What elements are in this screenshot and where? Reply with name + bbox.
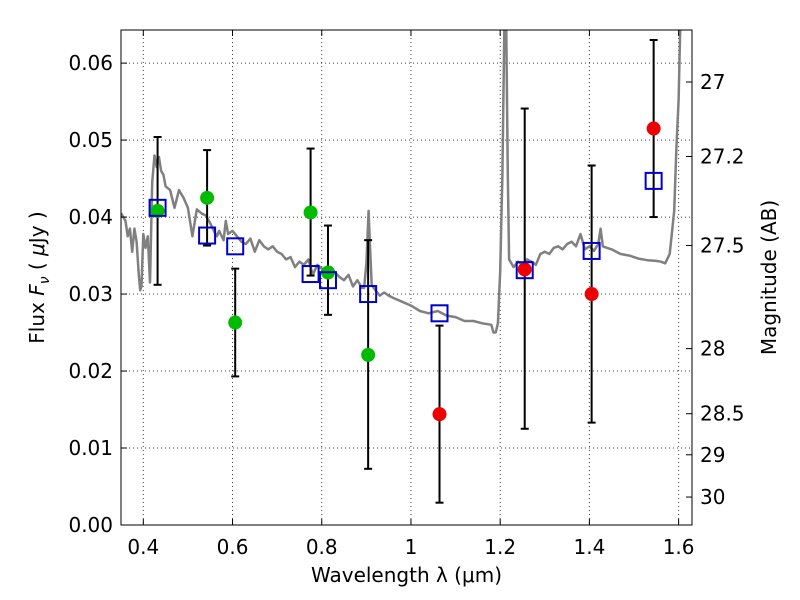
plot-frame [120,29,693,526]
y-tick-label: 0.01 [68,436,113,460]
y-tick-label: 0.06 [68,51,113,75]
data-point [646,121,661,136]
x-tick-label: 1.6 [663,535,695,559]
y2-tick-label: 28.5 [700,402,745,426]
model-point [359,285,378,304]
y-axis-title-part: F [25,284,49,296]
data-point [517,262,532,277]
model-point [226,237,245,256]
y-axis-title-part: μ [25,243,49,257]
error-bars [153,39,658,504]
y-axis-title-part: ( [25,256,49,277]
y-tick-label: 0.02 [68,359,113,383]
x-tick-label: 1 [405,535,418,559]
model-point [644,171,663,190]
data-point [150,203,165,218]
y-axis-title-part: Flux [25,296,49,344]
y-axis-title: Flux Fν ( μJy ) [25,211,53,343]
model-point [582,241,601,260]
y2-tick-label: 28 [700,337,725,361]
x-tick-label: 0.4 [127,535,159,559]
y2-tick-label: 27.5 [700,233,745,257]
y2-tick-label: 27.2 [700,145,745,169]
x-axis-title: Wavelength λ (μm) [311,563,502,587]
ticks [121,30,692,526]
y2-tick-label: 29 [700,443,725,467]
y-axis-title-part: Jy ) [25,211,49,245]
data-point [303,205,318,220]
data-point [432,407,447,422]
model-point [148,198,167,217]
spectrum-line [121,30,682,334]
model-point [318,271,337,290]
y-tick-label: 0.04 [68,205,113,229]
y-axis-title-part: ν [37,276,53,284]
x-tick-label: 1.4 [573,535,605,559]
data-point [361,347,376,362]
y2-tick-label: 27 [700,70,725,94]
model-point [198,226,217,245]
y2-axis-title: Magnitude (AB) [757,200,781,355]
x-tick-label: 1.2 [484,535,516,559]
data-point [200,190,215,205]
grid [121,30,692,526]
x-tick-label: 0.6 [217,535,249,559]
markers [148,121,663,422]
model-point [301,265,320,284]
data-point [228,315,243,330]
tick-labels: 0.4 0.6 0.8 1 1.2 1.4 1.6 0.00 0.01 0.02 0.03 0.04 0… [68,51,744,559]
y-tick-label: 0.05 [68,128,113,152]
spectrum-layer [121,30,682,334]
y-tick-label: 0.00 [68,513,113,537]
data-point [584,287,599,302]
model-point [515,261,534,280]
x-tick-label: 0.8 [306,535,338,559]
y-tick-label: 0.03 [68,282,113,306]
y2-tick-label: 30 [700,485,725,509]
model-point [430,304,449,323]
